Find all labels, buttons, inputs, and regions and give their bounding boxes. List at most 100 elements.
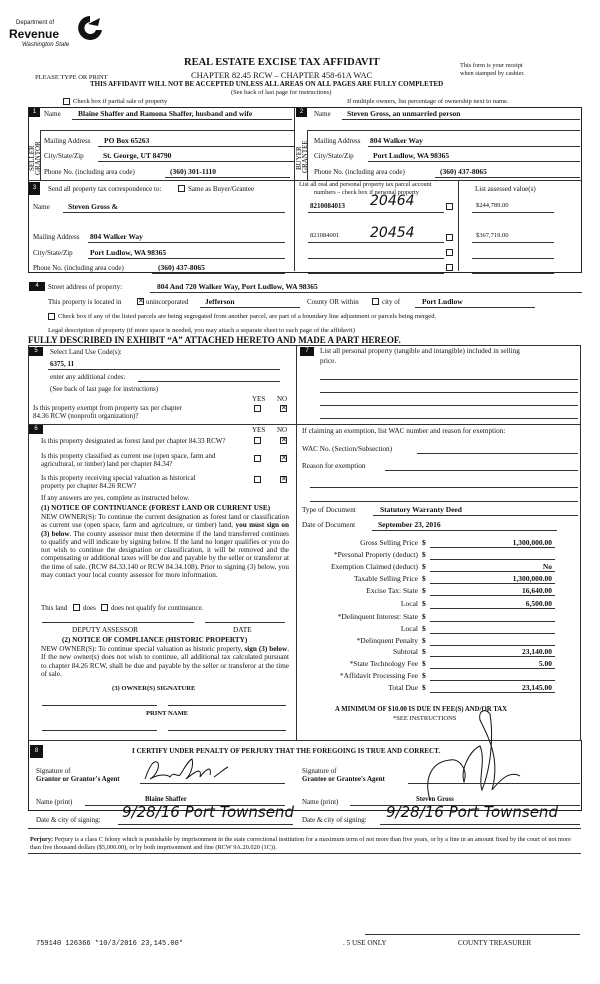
- grantee-signature[interactable]: [420, 700, 530, 810]
- legal-description[interactable]: FULLY DESCRIBED IN EXHIBIT “A” ATTACHED …: [28, 335, 401, 345]
- field-underline: [98, 146, 294, 147]
- exemption-reason-line[interactable]: [310, 501, 578, 502]
- land-use-code-field[interactable]: 6375, 11: [50, 360, 75, 368]
- forest-no-checkbox[interactable]: ✕: [280, 436, 287, 444]
- personal-property-line[interactable]: [320, 418, 578, 419]
- buyer-mailing-address-field[interactable]: 804 Walker Way: [370, 136, 423, 145]
- price-value[interactable]: 1,300,000.00: [512, 538, 552, 547]
- exemption-reason-line[interactable]: [310, 487, 578, 488]
- field-underline: [118, 824, 293, 825]
- buyer-city-field[interactable]: Port Ludlow, WA 98365: [373, 151, 450, 160]
- price-value[interactable]: 23,140.00: [522, 647, 552, 656]
- owner-signature-line[interactable]: [42, 705, 157, 706]
- perjury-statement: Perjury: Perjury is a class C felony whi…: [30, 836, 580, 852]
- seller-city-field[interactable]: St. George, UT 84790: [103, 151, 172, 160]
- document-type-field[interactable]: Statutory Warranty Deed: [380, 505, 462, 514]
- historic-yes-checkbox[interactable]: [254, 476, 261, 483]
- wac-number-field[interactable]: [417, 453, 578, 454]
- owner-signature-line[interactable]: [168, 705, 286, 706]
- price-label: *State Technology Fee: [349, 659, 419, 668]
- partial-sale-checkbox[interactable]: [63, 98, 70, 105]
- parcel-number[interactable]: 8210084013: [310, 202, 345, 210]
- assessed-value[interactable]: $367,719.00: [476, 232, 509, 239]
- dor-logo-icon: [78, 16, 102, 40]
- section-number: 5: [29, 347, 43, 356]
- receipt-note: This form is your receipt: [460, 62, 523, 69]
- historic-no-checkbox[interactable]: ✕: [280, 475, 287, 483]
- price-value[interactable]: 1,300,000.00: [512, 574, 552, 583]
- field-underline: [372, 530, 557, 531]
- same-as-buyer-checkbox[interactable]: [178, 185, 185, 192]
- does-not-qualify-checkbox[interactable]: [101, 604, 108, 611]
- property-address-field[interactable]: 804 And 720 Walker Way, Port Ludlow, WA …: [157, 282, 318, 291]
- parcel-number[interactable]: 821084001: [310, 232, 340, 239]
- divider: [28, 853, 581, 854]
- exempt-yes-checkbox[interactable]: [254, 405, 261, 412]
- grantee-date-city-field[interactable]: 9/28/16 Port Townsend: [386, 803, 558, 821]
- buyer-phone-field[interactable]: (360) 437-8065: [440, 167, 487, 176]
- personal-property-checkbox[interactable]: [446, 203, 453, 210]
- grantee-print-name-field[interactable]: Steven Gross: [416, 796, 454, 803]
- price-value[interactable]: 23,145.00: [522, 683, 552, 692]
- additional-codes-field[interactable]: [138, 381, 280, 382]
- question-text: Is this property designated as forest la…: [41, 437, 226, 445]
- tax-correspondence-name-field[interactable]: Steven Gross &: [68, 202, 118, 211]
- document-date-field[interactable]: September 23, 2016: [378, 520, 441, 529]
- handwritten-annotation: 20464: [370, 193, 415, 209]
- field-label: Date & city of signing:: [36, 816, 101, 824]
- qualifies-checkbox[interactable]: [73, 604, 80, 611]
- personal-property-checkbox[interactable]: [446, 264, 453, 271]
- buyer-name-field[interactable]: Steven Gross, an unmarried person: [347, 109, 461, 118]
- print-name-line[interactable]: [42, 730, 157, 731]
- tax-correspondence-mailing-field[interactable]: 804 Walker Way: [90, 232, 143, 241]
- divider: [40, 130, 41, 180]
- personal-property-checkbox[interactable]: [446, 234, 453, 241]
- personal-property-line[interactable]: [320, 405, 578, 406]
- tax-correspondence-city-field[interactable]: Port Ludlow, WA 98365: [90, 248, 167, 257]
- current-use-yes-checkbox[interactable]: [254, 455, 261, 462]
- seller-name-field[interactable]: Blaine Shaffer and Ramona Shaffer, husba…: [78, 109, 253, 118]
- tax-correspondence-phone-field[interactable]: (360) 437-8065: [158, 263, 205, 272]
- segregated-checkbox[interactable]: [48, 313, 55, 320]
- field-label: Phone No. (including area code): [33, 264, 124, 272]
- personal-property-checkbox[interactable]: [446, 249, 453, 256]
- forest-yes-checkbox[interactable]: [254, 437, 261, 444]
- deputy-assessor-signature-line[interactable]: [42, 622, 194, 623]
- grantor-print-name-field[interactable]: Blaine Shaffer: [145, 796, 187, 803]
- price-value[interactable]: 5.00: [538, 659, 552, 668]
- currency-symbol: $: [422, 574, 426, 583]
- price-label: *Affidavit Processing Fee: [339, 671, 418, 680]
- city-field[interactable]: Port Ludlow: [422, 297, 463, 306]
- field-underline: [72, 119, 292, 120]
- field-label: County OR within: [307, 298, 359, 306]
- county-field[interactable]: Jefferson: [205, 297, 235, 306]
- field-underline: [380, 824, 580, 825]
- exemption-reason-field[interactable]: [385, 470, 578, 471]
- grantor-signature[interactable]: [140, 755, 230, 785]
- personal-property-line[interactable]: [320, 392, 578, 393]
- field-label: WAC No. (Section/Subsection): [302, 445, 393, 453]
- seller-phone-field[interactable]: (360) 301-1110: [170, 167, 217, 176]
- field-label: Mailing Address: [314, 137, 361, 145]
- assessor-date-line[interactable]: [205, 622, 285, 623]
- assessed-value[interactable]: $244,789.00: [476, 202, 509, 209]
- grantor-date-city-field[interactable]: 9/28/16 Port Townsend: [122, 803, 294, 821]
- form-title: REAL ESTATE EXCISE TAX AFFIDAVIT: [184, 57, 380, 68]
- personal-property-line[interactable]: [320, 379, 578, 380]
- print-name-line[interactable]: [168, 730, 286, 731]
- price-value[interactable]: 16,640.00: [522, 586, 552, 595]
- seller-mailing-address-field[interactable]: PO Box 65263: [104, 136, 150, 145]
- price-value[interactable]: No: [542, 562, 552, 571]
- field-label: Reason for exemption: [302, 462, 366, 470]
- current-use-no-checkbox[interactable]: ✕: [280, 454, 287, 462]
- price-value[interactable]: 6,500.00: [525, 599, 552, 608]
- notice-text: NEW OWNER(S): To continue the current de…: [41, 513, 289, 530]
- field-underline: [308, 212, 444, 213]
- section-number: 4: [29, 282, 45, 291]
- unincorporated-checkbox[interactable]: ✕: [137, 297, 144, 305]
- perjury-text: Perjury is a class C felony which is pun…: [30, 836, 571, 851]
- city-checkbox[interactable]: [372, 298, 379, 305]
- field-underline: [165, 177, 290, 178]
- exempt-no-checkbox[interactable]: ✕: [280, 404, 287, 412]
